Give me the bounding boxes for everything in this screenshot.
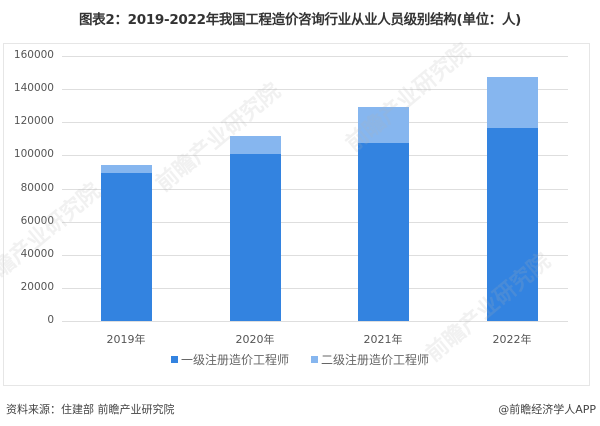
gridline bbox=[62, 56, 568, 57]
legend: 一级注册造价工程师 二级注册造价工程师 bbox=[0, 351, 600, 368]
y-tick-label: 60000 bbox=[20, 214, 54, 227]
bar-stack bbox=[357, 107, 409, 321]
y-tick-label: 120000 bbox=[13, 115, 54, 128]
bar-segment-level2 bbox=[357, 107, 409, 143]
bar-segment-level2 bbox=[229, 135, 281, 155]
credit-note: @前瞻经济学人APP bbox=[498, 403, 596, 416]
bar-segment-level1 bbox=[357, 142, 409, 321]
chart-title: 图表2：2019-2022年我国工程造价咨询行业从业人员级别结构(单位：人) bbox=[78, 12, 522, 28]
bar-stack bbox=[229, 135, 281, 321]
bar-segment-level2 bbox=[100, 164, 152, 173]
legend-swatch-icon bbox=[311, 356, 318, 363]
bar-stack bbox=[100, 164, 152, 321]
y-tick-label: 40000 bbox=[20, 247, 54, 260]
legend-swatch-icon bbox=[170, 356, 178, 363]
gridline bbox=[62, 122, 568, 124]
source-note: 资料来源：住建部 前瞻产业研究院 bbox=[6, 403, 175, 416]
y-tick-label: 100000 bbox=[13, 148, 54, 161]
y-tick-label: 20000 bbox=[20, 280, 54, 293]
gridline bbox=[62, 254, 568, 256]
chart-frame bbox=[3, 43, 590, 386]
legend-label: 一级注册造价工程师 bbox=[180, 353, 289, 367]
legend-item: 二级注册造价工程师 bbox=[311, 351, 429, 368]
bar-segment-level2 bbox=[486, 77, 538, 129]
bar-stack bbox=[486, 77, 538, 321]
x-tick-label: 2020年 bbox=[235, 333, 275, 346]
x-tick-label: 2019年 bbox=[106, 333, 146, 346]
gridline bbox=[62, 89, 568, 91]
plot-area: 0 20000 40000 60000 80000 100000 120000 140000 1… bbox=[14, 49, 568, 326]
bar-segment-level1 bbox=[100, 172, 152, 321]
legend-item: 一级注册造价工程师 bbox=[170, 351, 289, 368]
bar-segment-level1 bbox=[229, 154, 281, 321]
y-tick-label: 80000 bbox=[20, 181, 54, 194]
x-tick-label: 2021年 bbox=[363, 333, 403, 346]
gridline bbox=[62, 287, 568, 289]
x-tick-label: 2022年 bbox=[492, 333, 532, 346]
legend-label: 二级注册造价工程师 bbox=[321, 353, 430, 367]
y-tick-label: 0 bbox=[47, 314, 54, 326]
bar-segment-level1 bbox=[486, 128, 538, 321]
gridline bbox=[62, 155, 568, 157]
gridline bbox=[62, 321, 568, 322]
y-tick-label: 160000 bbox=[13, 49, 54, 61]
gridline bbox=[62, 188, 568, 190]
y-tick-label: 140000 bbox=[13, 82, 54, 95]
gridline bbox=[62, 221, 568, 223]
